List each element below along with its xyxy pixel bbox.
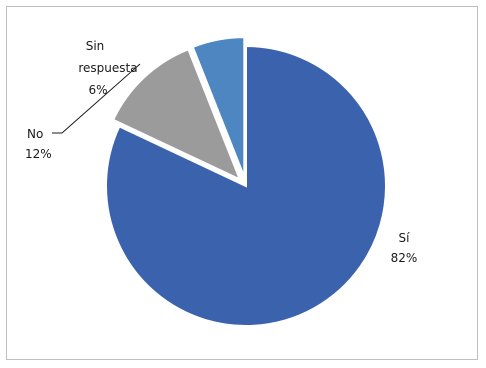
label-no-pct: 12% <box>25 147 52 161</box>
pie-slice-s- <box>105 44 387 327</box>
label-no-name: No <box>27 127 43 141</box>
label-si-name: Sí <box>399 231 411 245</box>
label-si-pct: 82% <box>391 251 418 265</box>
label-sin-respuesta-pct: 6% <box>88 83 107 97</box>
pie-slice-no <box>111 47 242 182</box>
no-leader-line-diagonal <box>61 63 141 134</box>
label-sin-respuesta-line2: respuesta <box>78 61 137 75</box>
pie-slices <box>105 36 387 327</box>
label-sin-respuesta-line1: Sin <box>86 39 105 53</box>
pie-slice-sin-respuesta <box>191 36 246 178</box>
